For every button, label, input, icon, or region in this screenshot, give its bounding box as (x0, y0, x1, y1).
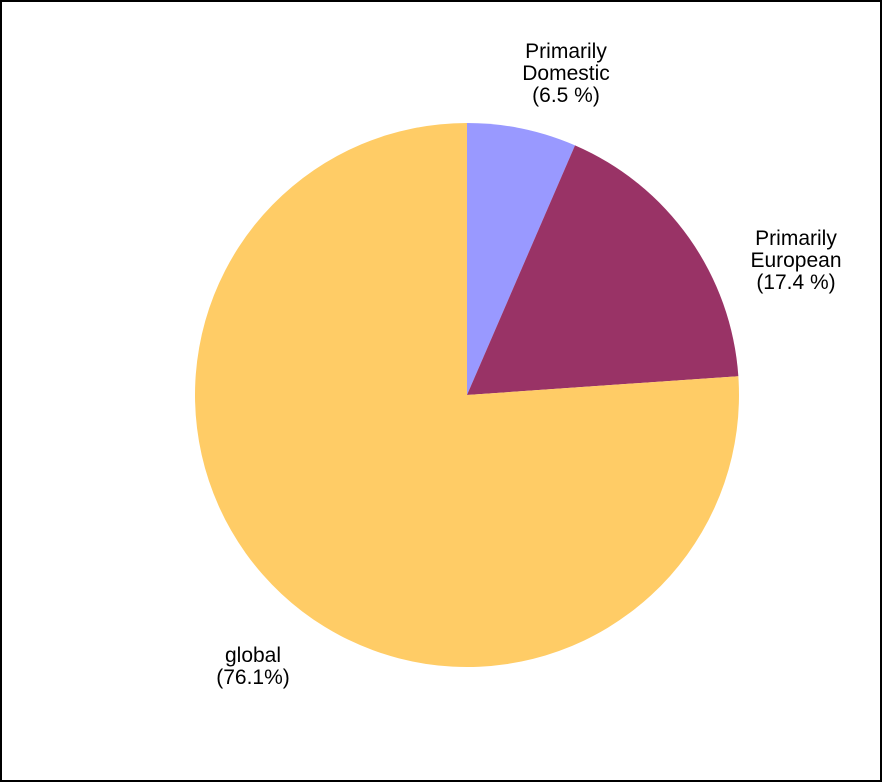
pie-labels: Primarily Domestic (6.5 %)Primarily Europea… (216, 40, 841, 689)
pie-slice-primarily-european (467, 145, 739, 395)
pie-label-line: European (750, 249, 841, 272)
pie-label-line: (17.4 %) (756, 271, 835, 294)
pie-label-line: (6.5 %) (532, 84, 600, 107)
pie-label-line: (76.1%) (216, 666, 290, 689)
pie-label-line: global (225, 644, 281, 667)
pie-label-line: Primarily (755, 227, 837, 250)
pie-slice-global (194, 123, 739, 667)
pie-slice-primarily-domestic (467, 123, 576, 395)
pie-label-global: global (76.1%) (216, 644, 290, 689)
pie-label-line: Primarily (525, 40, 607, 63)
pie-label-primarily-european: Primarily European (17.4 %) (750, 227, 841, 294)
pie-label-line: Domestic (522, 62, 610, 85)
pie-slices (194, 123, 739, 667)
pie-label-primarily-domestic: Primarily Domestic (6.5 %) (522, 40, 610, 107)
